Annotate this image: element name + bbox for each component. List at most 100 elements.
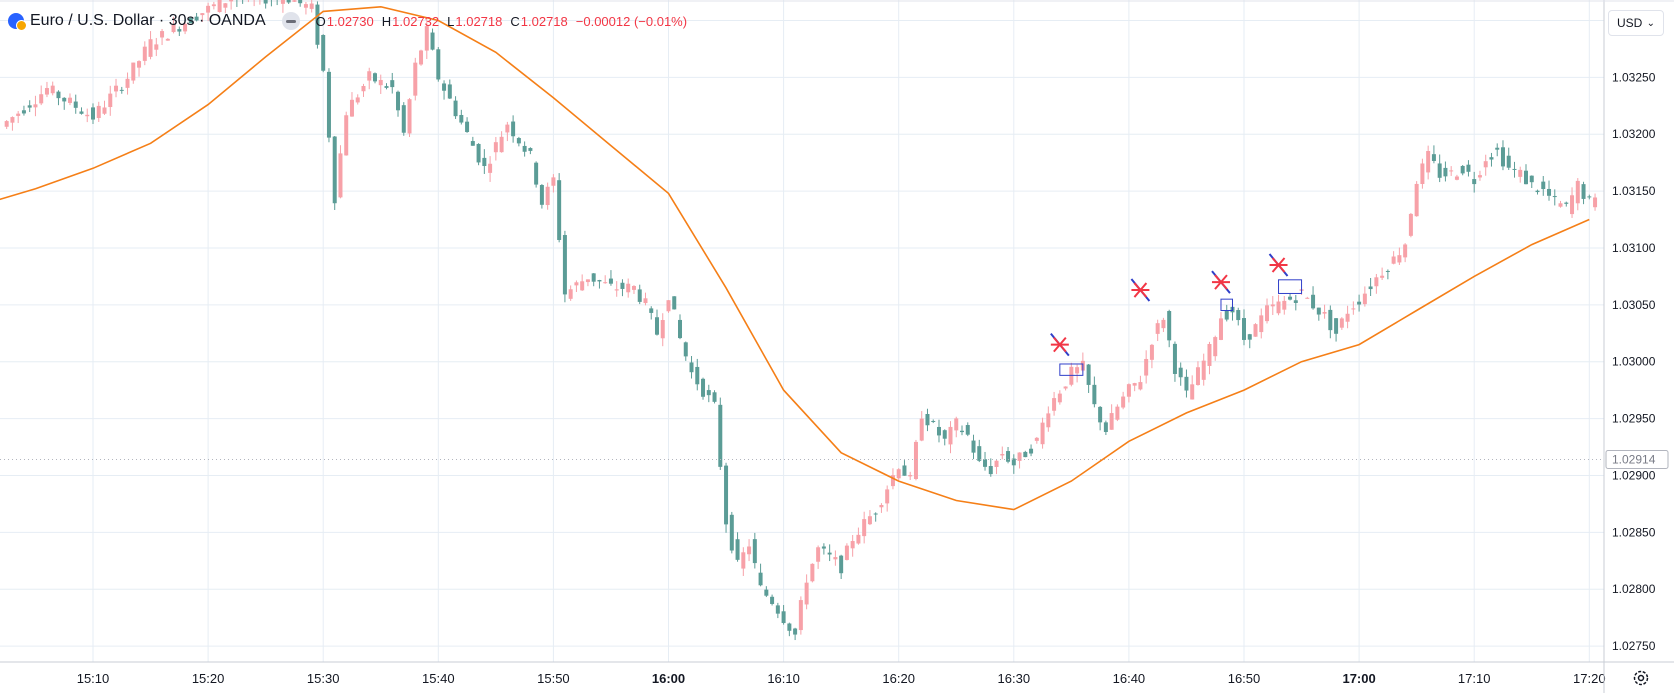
candle-body	[27, 105, 32, 108]
candle-body	[1581, 184, 1586, 199]
signal-cross-marker	[1053, 336, 1067, 353]
candle-body	[516, 138, 521, 144]
candle-body	[936, 426, 941, 436]
candle-body	[194, 16, 199, 21]
candle-body	[1161, 319, 1166, 329]
x-tick-label: 16:20	[882, 671, 915, 686]
candle-body	[447, 84, 452, 99]
candle-body	[1385, 270, 1390, 272]
signal-cross-marker	[1133, 282, 1148, 298]
candle-body	[1512, 168, 1517, 170]
candle-body	[206, 5, 211, 13]
candle-body	[1270, 304, 1275, 307]
candle-body	[678, 319, 683, 339]
candle-body	[1132, 383, 1137, 386]
candle-body	[528, 148, 533, 151]
candle-body	[154, 44, 159, 50]
candle-body	[21, 110, 26, 114]
candle-body	[165, 38, 170, 41]
currency-selector[interactable]: USD ⌄	[1608, 10, 1664, 36]
collapse-legend-icon[interactable]	[281, 12, 300, 30]
candle-body	[689, 362, 694, 373]
candle-body	[102, 107, 107, 114]
candle-body	[890, 475, 895, 487]
candle-body	[850, 541, 855, 549]
candle-body	[908, 475, 913, 477]
candle-body	[562, 235, 567, 295]
candle-body	[660, 320, 665, 339]
candle-body	[407, 99, 412, 134]
candle-body	[309, 3, 314, 9]
candle-body	[706, 390, 711, 396]
candle-body	[286, 0, 291, 3]
candle-body	[1075, 367, 1080, 374]
x-tick-label: 15:50	[537, 671, 570, 686]
x-tick-label: 16:00	[652, 671, 685, 686]
candle-body	[378, 79, 383, 86]
candle-body	[862, 519, 867, 537]
candle-body	[303, 4, 308, 8]
candle-body	[879, 504, 884, 508]
y-tick-label: 1.03000	[1612, 355, 1656, 369]
candle-body	[1454, 176, 1459, 180]
candle-body	[453, 100, 458, 117]
candle-body	[810, 563, 815, 582]
candle-body	[465, 121, 470, 133]
candle-body	[620, 282, 625, 289]
candle-body	[522, 145, 527, 152]
candle-body	[1023, 451, 1028, 458]
candle-body	[1115, 406, 1120, 420]
candle-body	[1431, 154, 1436, 162]
candle-body	[73, 101, 78, 108]
candle-body	[994, 460, 999, 467]
candle-body	[1558, 203, 1563, 207]
candle-body	[137, 61, 142, 68]
candle-body	[1345, 313, 1350, 322]
candle-body	[580, 281, 585, 291]
gear-icon[interactable]	[1630, 667, 1652, 689]
candle-body	[672, 296, 677, 310]
candle-body	[775, 605, 780, 614]
candle-body	[459, 114, 464, 123]
candle-body	[1357, 301, 1362, 305]
candle-body	[1547, 188, 1552, 196]
chevron-down-icon: ⌄	[1646, 17, 1655, 29]
candle-body	[942, 430, 947, 439]
candle-body	[1564, 202, 1569, 204]
candle-body	[787, 623, 792, 631]
candle-body	[67, 97, 72, 103]
candle-body	[965, 425, 970, 435]
candle-body	[902, 465, 907, 476]
candle-body	[1529, 175, 1534, 183]
candle-body	[885, 489, 890, 504]
candle-body	[1322, 312, 1327, 314]
symbol-title[interactable]: Euro / U.S. Dollar · 30s · OANDA	[30, 12, 266, 29]
candle-body	[1593, 197, 1598, 208]
candle-body	[1477, 175, 1482, 178]
candle-body	[1570, 195, 1575, 215]
candle-body	[396, 91, 401, 111]
candle-body	[321, 34, 326, 71]
candle-body	[476, 143, 481, 163]
x-tick-label: 17:20	[1573, 671, 1606, 686]
candle-body	[430, 32, 435, 50]
candle-body	[1351, 308, 1356, 310]
candle-body	[1167, 311, 1172, 341]
y-tick-label: 1.03200	[1612, 127, 1656, 141]
candle-body	[1552, 196, 1557, 198]
candle-body	[384, 86, 389, 88]
candle-body	[344, 115, 349, 156]
candle-body	[1144, 358, 1149, 376]
candle-body	[1288, 296, 1293, 300]
candle-body	[534, 162, 539, 185]
candle-body	[91, 107, 95, 120]
x-tick-label: 16:30	[998, 671, 1031, 686]
ohlc-close-value: 1.02718	[520, 13, 568, 29]
signal-box	[1278, 279, 1303, 294]
candle-body	[643, 298, 648, 304]
candle-body	[1293, 300, 1298, 303]
candle-body	[142, 46, 147, 61]
y-tick-label: 1.02900	[1612, 468, 1656, 482]
candle-body	[315, 4, 320, 45]
